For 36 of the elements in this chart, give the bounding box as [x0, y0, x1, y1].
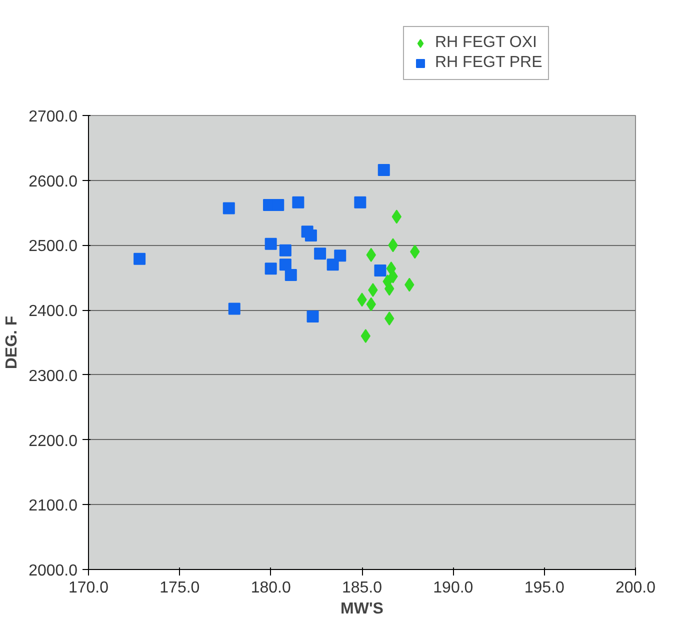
point — [378, 164, 390, 176]
y-tick-label: 2300.0 — [28, 368, 78, 385]
x-tick-label: 170.0 — [68, 580, 109, 596]
point — [304, 229, 317, 242]
point — [228, 302, 240, 315]
x-tick-label: 180.0 — [250, 580, 291, 596]
point — [264, 238, 277, 250]
y-tick-label: 2600.0 — [28, 173, 78, 190]
point — [279, 244, 292, 256]
point — [306, 310, 319, 323]
y-tick-label: 2200.0 — [28, 432, 78, 450]
x-tick-label: 175.0 — [160, 580, 200, 596]
point — [222, 202, 235, 214]
legend-label: RH FEGT PRE — [435, 53, 542, 73]
y-tick-label: 2000.0 — [28, 562, 78, 580]
legend-label: RH FEGT OXI — [435, 33, 537, 53]
x-tick-label: 200.0 — [615, 580, 656, 596]
point — [354, 196, 366, 208]
y-axis-title: DEG. F — [4, 316, 21, 370]
point — [292, 196, 304, 208]
y-tick-label: 2100.0 — [28, 498, 78, 515]
y-tick-label: 2500.0 — [28, 238, 78, 256]
x-tick-label: 185.0 — [342, 580, 382, 596]
x-axis-title: MW'S — [340, 600, 384, 618]
point — [284, 269, 297, 282]
y-tick-label: 2700.0 — [28, 108, 78, 126]
point — [326, 258, 339, 271]
point — [334, 250, 346, 262]
point — [134, 252, 146, 265]
y-tick-label: 2400.0 — [28, 303, 78, 320]
point — [264, 262, 277, 275]
point — [374, 264, 386, 277]
x-tick-label: 190.0 — [433, 580, 474, 596]
point — [314, 248, 326, 260]
point — [279, 258, 292, 271]
x-tick-label: 195.0 — [524, 580, 564, 596]
